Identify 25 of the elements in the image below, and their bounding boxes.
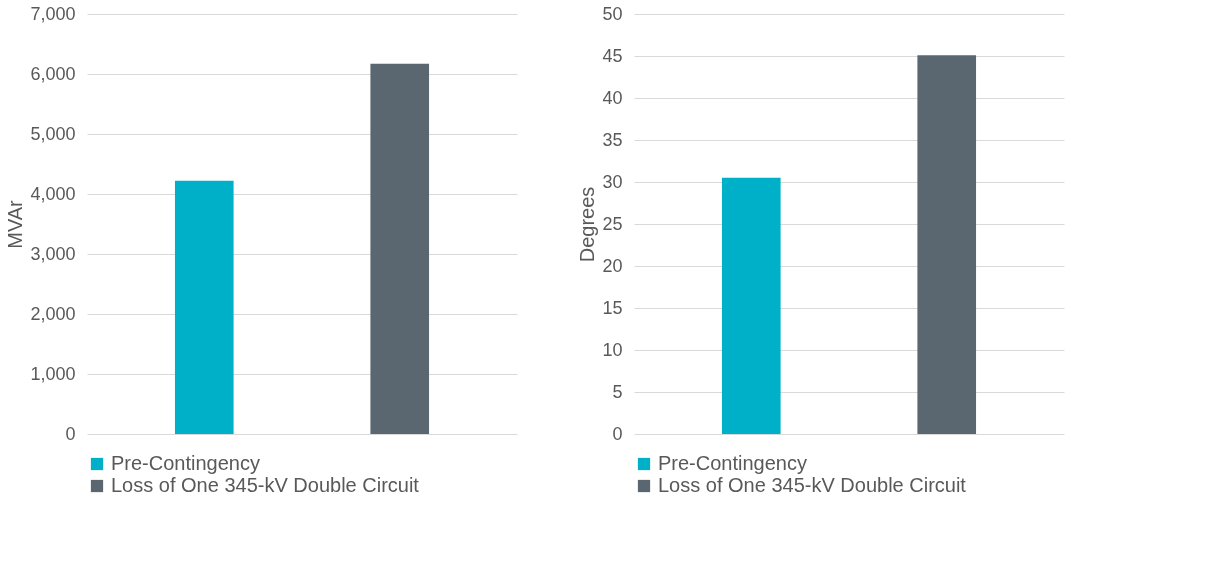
- y-axis-title: MVAr: [4, 199, 27, 249]
- y-tick-label: 5,000: [30, 123, 76, 144]
- y-tick-label: 4,000: [30, 183, 76, 204]
- legend-label: Pre-Contingency: [111, 452, 260, 474]
- y-tick-label: 25: [602, 213, 623, 234]
- y-tick-label: 45: [602, 45, 623, 66]
- y-tick-label: 1,000: [30, 363, 76, 384]
- y-tick-label: 15: [602, 297, 623, 318]
- legend-label: Pre-Contingency: [658, 452, 807, 474]
- y-tick-label: 30: [602, 171, 623, 192]
- legend-label: Loss of One 345-kV Double Circuit: [658, 474, 967, 496]
- legend-label: Loss of One 345-kV Double Circuit: [111, 474, 420, 496]
- y-tick-label: 50: [602, 3, 623, 24]
- y-tick-label: 5: [612, 381, 623, 402]
- y-tick-label: 0: [65, 423, 76, 444]
- y-tick-label: 6,000: [30, 63, 76, 84]
- y-tick-label: 40: [602, 87, 623, 108]
- y-tick-label: 0: [612, 423, 623, 444]
- y-tick-label: 2,000: [30, 303, 76, 324]
- y-tick-label: 35: [602, 129, 623, 150]
- y-axis-title: Degrees: [576, 186, 599, 263]
- y-tick-label: 3,000: [30, 243, 76, 264]
- y-tick-label: 10: [602, 339, 623, 360]
- y-tick-label: 20: [602, 255, 623, 276]
- y-tick-label: 7,000: [30, 3, 76, 24]
